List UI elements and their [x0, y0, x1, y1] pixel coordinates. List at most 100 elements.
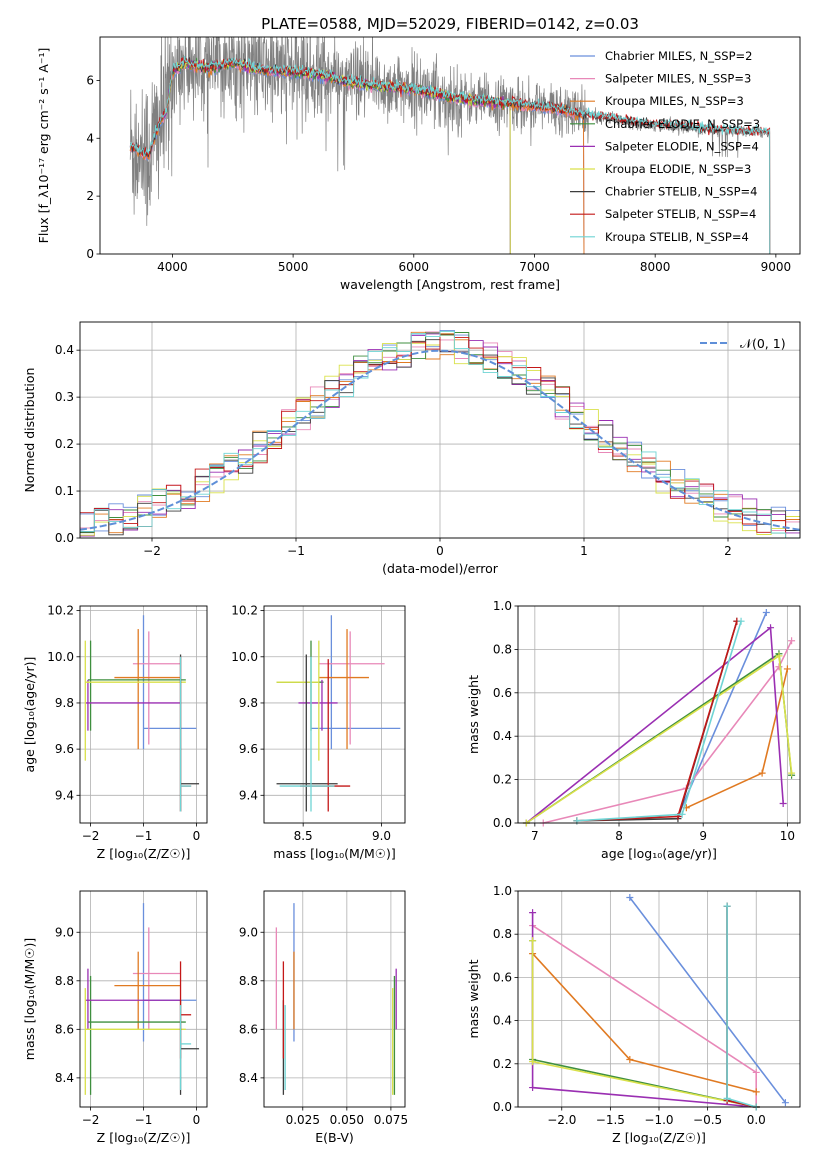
series-line: [543, 640, 793, 824]
point-marker: [758, 769, 766, 777]
x-tick-label: −2: [143, 544, 161, 558]
weight-series: [522, 609, 796, 827]
x-tick-label: 1: [580, 544, 588, 558]
series-line: [726, 906, 757, 1108]
y-tick-label: 0.0: [55, 531, 74, 545]
series-chabrier-stelib: [573, 617, 741, 825]
series-line: [525, 654, 793, 824]
y-axis-label: Normed distribution: [22, 368, 37, 493]
plot-area: [80, 329, 800, 538]
legend-label: Salpeter STELIB, N_SSP=4: [605, 207, 756, 221]
point-marker: [752, 1068, 760, 1076]
series-line: [531, 940, 757, 1108]
y-tick-label: 10.2: [231, 604, 258, 618]
point-marker: [529, 937, 537, 945]
x-tick-label: 0.0: [747, 1113, 766, 1127]
series-line: [726, 906, 757, 1108]
series-line: [531, 912, 757, 1108]
mass-vs-metallicity-panel: −2 −1 0 8.4 8.6 8.8 9.0 Z [log₁₀(Z/Z☉)] mass [lo…: [22, 890, 208, 1145]
plot-area: [84, 615, 200, 812]
series-salpeter-miles: [539, 637, 796, 827]
y-tick-label: 1.0: [493, 599, 512, 613]
y-tick-label: 0.0: [493, 816, 512, 830]
legend-label: Kroupa STELIB, N_SSP=4: [605, 230, 749, 244]
x-tick-label: −1.5: [596, 1113, 625, 1127]
x-tick-label: 8.5: [294, 829, 313, 843]
data-point-salpeter-miles: [318, 631, 385, 745]
y-tick-label: 0.4: [493, 1014, 512, 1028]
data-point-chabrier-elodie: [87, 640, 186, 731]
x-tick-label: 2: [724, 544, 732, 558]
point-marker: [678, 810, 686, 818]
data-point-salpeter-miles: [132, 631, 181, 745]
x-tick-label: 0: [193, 1113, 201, 1127]
x-tick-label: −0.5: [693, 1113, 722, 1127]
data-point-chabrier-miles: [311, 615, 401, 750]
series-salpeter-elodie: [529, 909, 760, 1111]
series-line: [629, 897, 787, 1104]
point-marker: [737, 617, 745, 625]
gaussian-reference-curve: [80, 349, 800, 531]
data-point-kroupa-elodie: [276, 640, 320, 761]
plot-area: [129, 37, 771, 254]
data-point-kroupa-stelib: [179, 1005, 192, 1091]
point-marker: [762, 609, 770, 617]
y-tick-label: 9.8: [239, 696, 258, 710]
point-marker: [529, 1058, 537, 1066]
weight-vs-age-panel: 7 8 9 10 0.0 0.2 0.4 0.6 0.8 1.0 age [log₁₀(age/yr…: [466, 599, 801, 861]
grid-lines: [518, 890, 800, 1108]
data-point-kroupa-elodie: [84, 640, 186, 761]
x-tick-label: 8000: [640, 260, 671, 274]
model-spectrum-kroupa-elodie: [159, 58, 511, 254]
axes-frame: [79, 890, 208, 1108]
x-tick-label: −2.0: [547, 1113, 576, 1127]
x-axis-label: Z [log₁₀(Z/Z☉)]: [97, 846, 191, 861]
y-tick-label: 8.4: [55, 1071, 74, 1085]
y-axis-label: mass weight: [466, 959, 481, 1038]
point-marker: [783, 665, 791, 673]
axes-frame: [263, 890, 406, 1108]
series-line: [576, 620, 738, 822]
legend-label: 𝒩(0, 1): [740, 336, 786, 351]
y-tick-label: 8.8: [239, 974, 258, 988]
series-line: [525, 626, 784, 824]
y-tick-label: 10.0: [231, 650, 258, 664]
y-tick-label: 0.0: [493, 1100, 512, 1114]
y-tick-label: 8.8: [55, 974, 74, 988]
x-tick-label: 9: [699, 829, 707, 843]
axes-frame: [79, 605, 208, 824]
weight-series: [529, 893, 789, 1111]
plot-area: [84, 903, 200, 1095]
series-chabrier-miles: [626, 893, 789, 1107]
series-line: [726, 906, 757, 1108]
data-point-kroupa-miles: [318, 629, 369, 750]
data-point-kroupa-miles: [114, 629, 181, 750]
spectrum-panel: 4000 5000 6000 7000 8000 9000 0 2 4 6 wavelength […: [36, 15, 801, 292]
chart-title: PLATE=0588, MJD=52029, FIBERID=0142, z=0…: [261, 15, 639, 33]
y-tick-label: 0.4: [55, 343, 74, 357]
y-tick-label: 9.6: [55, 742, 74, 756]
model-spectrum-chabrier-elodie: [160, 57, 511, 254]
data-point-kroupa-elodie: [84, 988, 186, 1095]
point-marker: [788, 769, 796, 777]
axes-frame: [517, 890, 801, 1108]
point-marker: [788, 637, 796, 645]
series-kroupa-miles: [682, 665, 791, 812]
x-axis-label: age [log₁₀(age/yr)]: [601, 846, 717, 861]
residual-histogram-panel: −2 −1 0 1 2 0.0 0.1 0.2 0.3 0.4 (data-model)/error…: [22, 321, 801, 576]
x-tick-label: −2: [82, 829, 100, 843]
y-tick-label: 8.4: [239, 1071, 258, 1085]
data-point-kroupa-miles: [114, 951, 181, 1030]
x-tick-label: 7000: [519, 260, 550, 274]
data-point-chabrier-miles: [142, 903, 197, 1042]
point-marker: [775, 652, 783, 660]
y-tick-label: 10.2: [47, 604, 74, 618]
axes-frame: [79, 321, 801, 539]
x-tick-label: 4000: [157, 260, 188, 274]
plot-area: [275, 903, 397, 1095]
x-tick-label: −1.0: [644, 1113, 673, 1127]
x-axis-label: Z [log₁₀(Z/Z☉)]: [612, 1130, 706, 1145]
age-vs-mass-panel: 8.5 9.0 9.4 9.6 9.8 10.0 10.2 mass [log₁₀(M/M☉)…: [231, 604, 406, 861]
histogram-salpeter-stelib: [80, 333, 800, 538]
age-vs-metallicity-panel: −2 −1 0 9.4 9.6 9.8 10.0 10.2 Z [log₁₀(Z/Z☉)] age…: [22, 604, 208, 861]
